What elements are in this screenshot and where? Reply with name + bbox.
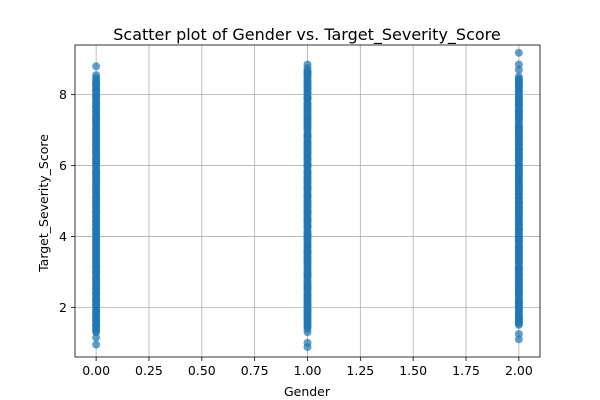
scatter-point	[92, 71, 101, 80]
x-tick-label: 1.25	[346, 363, 374, 378]
scatter-point	[303, 64, 312, 73]
x-tick-label: 0.75	[241, 363, 269, 378]
scatter-point	[92, 333, 101, 342]
scatter-point	[303, 328, 312, 337]
x-tick-label: 1.50	[399, 363, 427, 378]
x-axis-label: Gender	[284, 384, 331, 399]
scatter-point	[514, 72, 523, 81]
scatter-point	[514, 48, 523, 57]
x-tick-label: 2.00	[505, 363, 533, 378]
axes-layer: 0.00 0.25 0.50 0.75 1.00 1.25 1.50 1.75 2.00 2 4 6 8	[59, 44, 541, 378]
y-axis-label: Target_Severity_Score	[36, 134, 51, 273]
scatter-point	[92, 62, 101, 71]
x-tick-label: 0.25	[135, 363, 163, 378]
y-tick-label: 2	[59, 300, 67, 315]
scatter-point	[514, 335, 523, 344]
y-tick-label: 6	[59, 158, 67, 173]
scatter-point	[514, 65, 523, 74]
scatter-point	[92, 340, 101, 349]
y-tick-label: 8	[59, 87, 67, 102]
x-tick-label: 0.50	[188, 363, 216, 378]
x-tick-label: 1.75	[452, 363, 480, 378]
scatter-point	[303, 343, 312, 352]
x-tick-label: 1.00	[294, 363, 322, 378]
x-tick-label: 0.00	[82, 363, 110, 378]
chart-title: Scatter plot of Gender vs. Target_Severi…	[113, 25, 500, 45]
y-tick-label: 4	[59, 229, 67, 244]
points-layer	[92, 48, 523, 352]
